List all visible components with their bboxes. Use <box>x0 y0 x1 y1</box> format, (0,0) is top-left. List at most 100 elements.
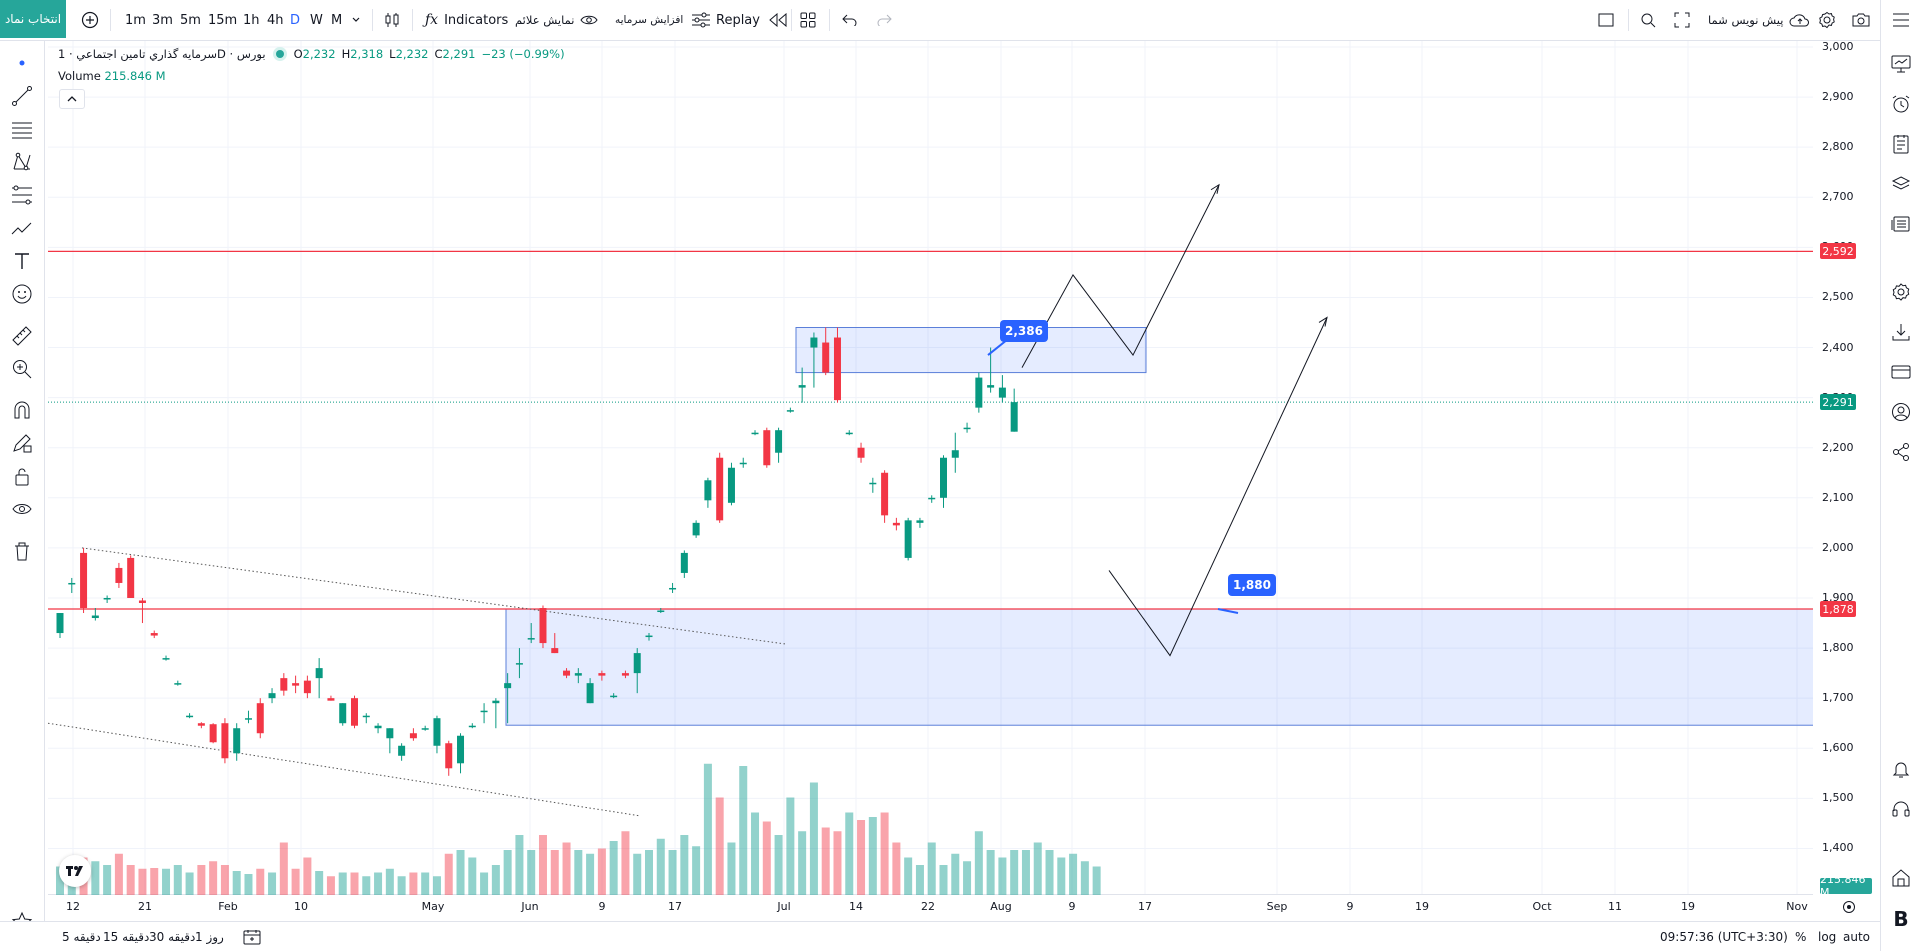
interval-3m[interactable]: 3m <box>152 12 173 28</box>
low-value: 2,232 <box>395 47 429 61</box>
volume-bar <box>633 853 642 895</box>
visibility-icon[interactable] <box>10 497 34 521</box>
time-tick-label: 12 <box>66 900 80 913</box>
price-chart[interactable] <box>48 41 1813 895</box>
trend-line-icon[interactable] <box>10 84 34 108</box>
emoji-icon[interactable] <box>10 282 34 306</box>
interval-w[interactable]: W <box>310 12 323 28</box>
horizontal-lines-icon[interactable] <box>10 117 34 141</box>
legend-title: سرمایه گذاري تامین اجتماعي · 1D · بورس <box>58 47 266 61</box>
menu-icon[interactable] <box>1889 8 1913 32</box>
cursor-dot-icon[interactable] <box>10 51 34 75</box>
time-tick-label: Nov <box>1786 900 1808 913</box>
price-tick-label: 2,000 <box>1822 540 1854 554</box>
date-range-calendar-icon[interactable] <box>243 922 261 952</box>
candle-body <box>833 337 841 401</box>
interval-d[interactable]: D <box>290 12 301 28</box>
log-toggle[interactable]: log <box>1818 930 1837 944</box>
layout-grid-icon[interactable] <box>800 0 816 40</box>
compare-add-icon[interactable] <box>80 0 100 40</box>
fib-retracement-icon[interactable] <box>10 183 34 207</box>
price-tick-label: 3,000 <box>1822 40 1854 53</box>
collapse-legend-button[interactable] <box>59 89 85 109</box>
volume-bar <box>1045 850 1054 895</box>
forecast-icon[interactable] <box>10 216 34 240</box>
fullscreen-box-icon[interactable] <box>1598 0 1614 40</box>
tradingview-logo[interactable] <box>59 855 91 887</box>
redo-icon[interactable] <box>876 0 892 40</box>
pattern-icon[interactable] <box>10 150 34 174</box>
ruler-icon[interactable] <box>10 324 34 348</box>
indicators-label: Indicators <box>444 12 509 28</box>
candle-body <box>928 497 936 500</box>
candle-body <box>598 673 606 676</box>
chart-settings-icon[interactable] <box>1889 280 1913 304</box>
alarm-clock-icon[interactable] <box>1889 92 1913 116</box>
download-icon[interactable] <box>1889 320 1913 344</box>
interval-1m[interactable]: 1m <box>125 12 146 28</box>
volume-bar <box>798 831 807 895</box>
chevron-up-icon <box>67 96 77 102</box>
replay-button[interactable]: Replay <box>716 0 788 40</box>
brand-b-icon[interactable]: B <box>1893 907 1909 931</box>
interval-4h[interactable]: 4h <box>267 12 284 28</box>
lock-icon[interactable] <box>10 464 34 488</box>
clock-timezone[interactable]: 09:57:36 (UTC+3:30) <box>1660 930 1788 944</box>
interval-15m[interactable]: 15m <box>208 12 238 28</box>
percent-toggle[interactable]: % <box>1795 930 1807 944</box>
home-icon[interactable] <box>1889 866 1913 890</box>
camera-icon[interactable] <box>1852 0 1870 40</box>
zoom-in-icon[interactable] <box>10 357 34 381</box>
symbol-search-button[interactable]: انتخاب نماد <box>0 0 66 38</box>
notes-icon[interactable] <box>1889 132 1913 156</box>
support-headset-icon[interactable] <box>1889 797 1913 821</box>
volume-bar <box>774 835 783 895</box>
callout-upper[interactable]: 2,386 <box>1000 320 1048 342</box>
range-30-minutes[interactable]: 30 دقیقه <box>149 930 196 944</box>
volume-bar <box>1057 857 1066 895</box>
news-list-icon[interactable] <box>1889 212 1913 236</box>
notifications-bell-icon[interactable] <box>1889 757 1913 781</box>
range-15-minutes[interactable]: 15 دقیقه <box>103 930 150 944</box>
candle-body <box>186 715 194 718</box>
chart-type-candles-icon[interactable] <box>383 0 401 40</box>
watchlist-icon[interactable] <box>1889 52 1913 76</box>
volume-bar <box>645 850 653 895</box>
interval-5m[interactable]: 5m <box>180 12 201 28</box>
projection-path-lower <box>1108 317 1328 657</box>
settings-icon[interactable] <box>1818 0 1836 40</box>
replay-label: Replay <box>716 12 760 28</box>
candle-body <box>798 385 806 388</box>
share-icon[interactable] <box>1889 440 1913 464</box>
undo-icon[interactable] <box>842 0 858 40</box>
candle-body <box>209 724 217 743</box>
pencil-lock-icon[interactable] <box>10 431 34 455</box>
indicators-button[interactable]: ƒx Indicators <box>425 0 508 40</box>
auto-fit-icon[interactable] <box>1842 899 1856 913</box>
show-signs-button[interactable]: نمایش علائم <box>515 0 599 40</box>
expand-icon[interactable] <box>1674 0 1690 40</box>
range-5-minutes[interactable]: 5 دقیقه <box>62 930 101 944</box>
layers-icon[interactable] <box>1889 172 1913 196</box>
candle-body <box>433 718 441 746</box>
text-icon[interactable] <box>10 249 34 273</box>
price-tick-label: 2,500 <box>1822 290 1854 304</box>
show-signs-label: نمایش علائم <box>515 13 575 27</box>
candle-body <box>374 725 382 729</box>
trash-icon[interactable] <box>10 539 34 563</box>
credit-card-icon[interactable] <box>1889 360 1913 384</box>
auto-toggle[interactable]: auto <box>1843 930 1871 944</box>
capital-increase-button[interactable]: افزایش سرمایه <box>615 0 711 40</box>
interval-dropdown-icon[interactable] <box>351 0 361 40</box>
interval-m[interactable]: M <box>331 12 343 28</box>
user-profile-icon[interactable] <box>1889 400 1913 424</box>
save-draft-button[interactable]: پیش نویس شما <box>1708 0 1811 40</box>
range-1-day[interactable]: 1 روز <box>195 930 224 944</box>
volume-bar <box>185 872 194 895</box>
volume-bar <box>1021 850 1030 895</box>
interval-1h[interactable]: 1h <box>243 12 260 28</box>
quick-search-icon[interactable] <box>1640 0 1656 40</box>
magnet-icon[interactable] <box>10 398 34 422</box>
callout-lower[interactable]: 1,880 <box>1228 574 1276 596</box>
candle-body <box>480 710 488 713</box>
